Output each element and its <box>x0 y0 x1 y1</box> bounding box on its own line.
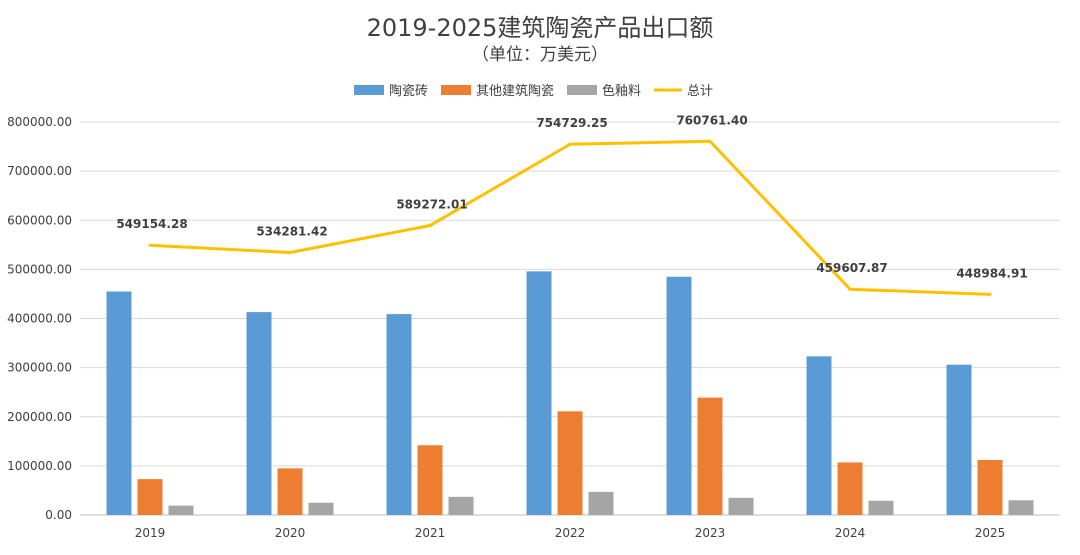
bar-色釉料-2021 <box>448 496 474 515</box>
legend-swatch-陶瓷砖 <box>354 85 384 95</box>
total-point-2024 <box>848 287 852 291</box>
bar-陶瓷砖-2021 <box>386 314 412 515</box>
total-data-label: 534281.42 <box>256 225 327 239</box>
chart-title: 2019-2025建筑陶瓷产品出口额 <box>367 14 714 42</box>
x-axis: 2019 2020 2021 2022 2023 2024 2025 <box>135 526 1006 540</box>
legend-swatch-其他建筑陶瓷 <box>441 85 471 95</box>
bar-陶瓷砖-2025 <box>946 364 972 515</box>
legend-label-总计: 总计 <box>687 84 713 99</box>
bar-陶瓷砖-2023 <box>666 276 692 515</box>
legend-label-陶瓷砖: 陶瓷砖 <box>389 83 428 99</box>
x-tick-label: 2022 <box>555 526 586 540</box>
y-tick-label: 100000.00 <box>7 459 72 473</box>
x-tick-label: 2024 <box>835 526 866 540</box>
x-tick-label: 2023 <box>695 526 726 540</box>
legend-label-色釉料: 色釉料 <box>602 83 641 99</box>
total-point-2023 <box>708 139 712 143</box>
total-line-series <box>148 139 992 296</box>
bar-其他建筑陶瓷-2022 <box>557 411 583 515</box>
total-point-2021 <box>428 224 432 228</box>
x-tick-label: 2019 <box>135 526 166 540</box>
gridlines <box>80 121 1060 516</box>
bar-色釉料-2025 <box>1008 500 1034 515</box>
legend-swatch-色釉料 <box>567 85 597 95</box>
bar-色釉料-2020 <box>308 502 334 515</box>
y-tick-label: 800000.00 <box>7 115 72 129</box>
y-tick-label: 700000.00 <box>7 164 72 178</box>
chart-subtitle: （单位：万美元） <box>472 45 608 65</box>
x-tick-label: 2025 <box>975 526 1006 540</box>
bar-陶瓷砖-2020 <box>246 312 272 515</box>
bar-色釉料-2023 <box>728 497 754 515</box>
bar-陶瓷砖-2024 <box>806 356 832 515</box>
total-data-label: 754729.25 <box>536 116 607 130</box>
bar-色釉料-2024 <box>868 500 894 515</box>
bar-其他建筑陶瓷-2019 <box>137 479 163 515</box>
total-data-label: 549154.28 <box>116 217 187 231</box>
y-tick-label: 0.00 <box>45 508 72 522</box>
total-point-2019 <box>148 243 152 247</box>
y-tick-label: 400000.00 <box>7 312 72 326</box>
x-tick-label: 2020 <box>275 526 306 540</box>
bar-陶瓷砖-2019 <box>106 291 132 515</box>
total-data-label: 448984.91 <box>956 266 1027 280</box>
bar-陶瓷砖-2022 <box>526 271 552 515</box>
y-tick-label: 500000.00 <box>7 262 72 276</box>
total-point-2020 <box>288 251 292 255</box>
bar-色釉料-2022 <box>588 491 614 515</box>
bar-色釉料-2019 <box>168 505 194 515</box>
total-point-2022 <box>568 142 572 146</box>
x-tick-label: 2021 <box>415 526 446 540</box>
total-data-label: 760761.40 <box>676 113 747 127</box>
bars <box>106 271 1034 515</box>
bar-其他建筑陶瓷-2024 <box>837 462 863 515</box>
bar-其他建筑陶瓷-2023 <box>697 397 723 515</box>
bar-其他建筑陶瓷-2025 <box>977 459 1003 515</box>
y-tick-label: 600000.00 <box>7 213 72 227</box>
y-axis: 0.00 100000.00 200000.00 300000.00 400000.00… <box>7 115 72 522</box>
bar-其他建筑陶瓷-2021 <box>417 445 443 515</box>
total-data-label: 459607.87 <box>816 261 887 275</box>
bar-其他建筑陶瓷-2020 <box>277 468 303 515</box>
total-point-2025 <box>988 292 992 296</box>
y-tick-label: 200000.00 <box>7 410 72 424</box>
total-data-label: 589272.01 <box>396 198 467 212</box>
legend: 陶瓷砖 其他建筑陶瓷 色釉料 总计 <box>354 83 713 99</box>
y-tick-label: 300000.00 <box>7 361 72 375</box>
legend-label-其他建筑陶瓷: 其他建筑陶瓷 <box>476 83 554 99</box>
data-labels: 549154.28 534281.42 589272.01 754729.25 7607… <box>116 113 1027 280</box>
